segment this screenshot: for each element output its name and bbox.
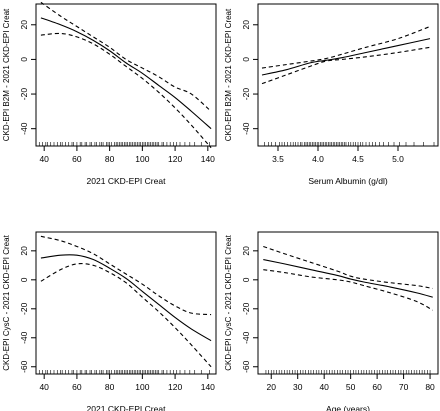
x-tick-label: 3.5	[272, 154, 284, 164]
plot-frame	[35, 231, 217, 375]
x-tick-label: 60	[372, 382, 382, 392]
x-tick-label: 5.0	[392, 154, 404, 164]
x-tick-label: 4.5	[352, 154, 364, 164]
x-tick-label: 80	[105, 154, 115, 164]
x-tick-label: 40	[39, 382, 49, 392]
x-tick-label: 4.0	[312, 154, 324, 164]
y-axis-label: CKD-EPI B2M - 2021 CKD-EPI Creat	[2, 8, 11, 141]
rug	[38, 142, 210, 146]
plot-frame	[257, 3, 439, 147]
x-tick-label: 140	[201, 382, 215, 392]
y-tick-label: -20	[241, 88, 251, 101]
rug	[264, 142, 435, 146]
lower-ci-line	[40, 263, 212, 368]
y-tick-label: 20	[241, 20, 251, 30]
lower-ci-line	[263, 269, 433, 311]
x-tick-label: 40	[319, 382, 329, 392]
upper-ci-line	[40, 235, 212, 316]
y-tick-label: -40	[241, 122, 251, 135]
x-tick-label: 60	[72, 154, 82, 164]
y-tick-label: -60	[241, 360, 251, 373]
y-tick-label: 20	[241, 246, 251, 256]
panel-3: 40 60 80 100 120 140 -60 -40 -20 0 20 2021 CKD-EPI …	[2, 231, 217, 411]
y-tick-label: 0	[19, 57, 29, 62]
x-tick-label: 60	[72, 382, 82, 392]
rug	[38, 370, 210, 374]
y-tick-label: 20	[19, 246, 29, 256]
lower-ci-line	[40, 32, 212, 149]
y-tick-label: 0	[241, 277, 251, 282]
x-tick-label: 120	[168, 154, 182, 164]
x-tick-label: 100	[135, 154, 149, 164]
y-axis-label: CKD-EPI CysC - 2021 CKD-EPI Creat	[224, 234, 233, 370]
x-axis-label: Age (years)	[326, 404, 370, 411]
x-axis-label: 2021 CKD-EPI Creat	[87, 404, 167, 411]
upper-ci-line	[40, 1, 212, 112]
x-axis-label: Serum Albumin (g/dl)	[308, 176, 388, 186]
x-tick-label: 80	[425, 382, 435, 392]
y-tick-label: -20	[241, 302, 251, 315]
x-tick-label: 100	[135, 382, 149, 392]
y-tick-label: 0	[241, 57, 251, 62]
y-tick-label: -40	[241, 331, 251, 344]
y-tick-label: -40	[19, 122, 29, 135]
upper-ci-line	[261, 25, 431, 69]
x-axis-label: 2021 CKD-EPI Creat	[87, 176, 167, 186]
x-tick-label: 40	[39, 154, 49, 164]
fit-line	[263, 258, 433, 298]
plot-frame	[257, 231, 439, 375]
rug	[265, 370, 431, 374]
y-axis-label: CKD-EPI B2M - 2021 CKD-EPI Creat	[224, 8, 233, 141]
panel-4: 20 30 40 50 60 70 80 -60 -40 -20 0 20 Age (years) CKD…	[224, 231, 439, 411]
x-tick-label: 30	[293, 382, 303, 392]
y-tick-label: 20	[19, 20, 29, 30]
fit-line	[261, 38, 431, 76]
y-tick-label: -40	[19, 331, 29, 344]
fit-line	[40, 254, 212, 342]
x-tick-label: 120	[168, 382, 182, 392]
y-tick-label: -20	[19, 88, 29, 101]
y-tick-label: 0	[19, 277, 29, 282]
x-tick-label: 50	[346, 382, 356, 392]
fit-line	[40, 17, 212, 130]
x-tick-label: 70	[399, 382, 409, 392]
y-axis-label: CKD-EPI CysC - 2021 CKD-EPI Creat	[2, 234, 11, 370]
x-tick-label: 140	[201, 154, 215, 164]
x-tick-label: 20	[267, 382, 277, 392]
panel-2: 3.5 4.0 4.5 5.0 -40 -20 0 20 Serum Albumin (g/dl…	[224, 3, 439, 186]
y-tick-label: -60	[19, 360, 29, 373]
x-tick-label: 80	[105, 382, 115, 392]
y-tick-label: -20	[19, 302, 29, 315]
panel-1: 40 60 80 100 120 140 -40 -20 0 20 2021 CKD-EPI Cre…	[2, 1, 217, 186]
upper-ci-line	[263, 245, 433, 290]
